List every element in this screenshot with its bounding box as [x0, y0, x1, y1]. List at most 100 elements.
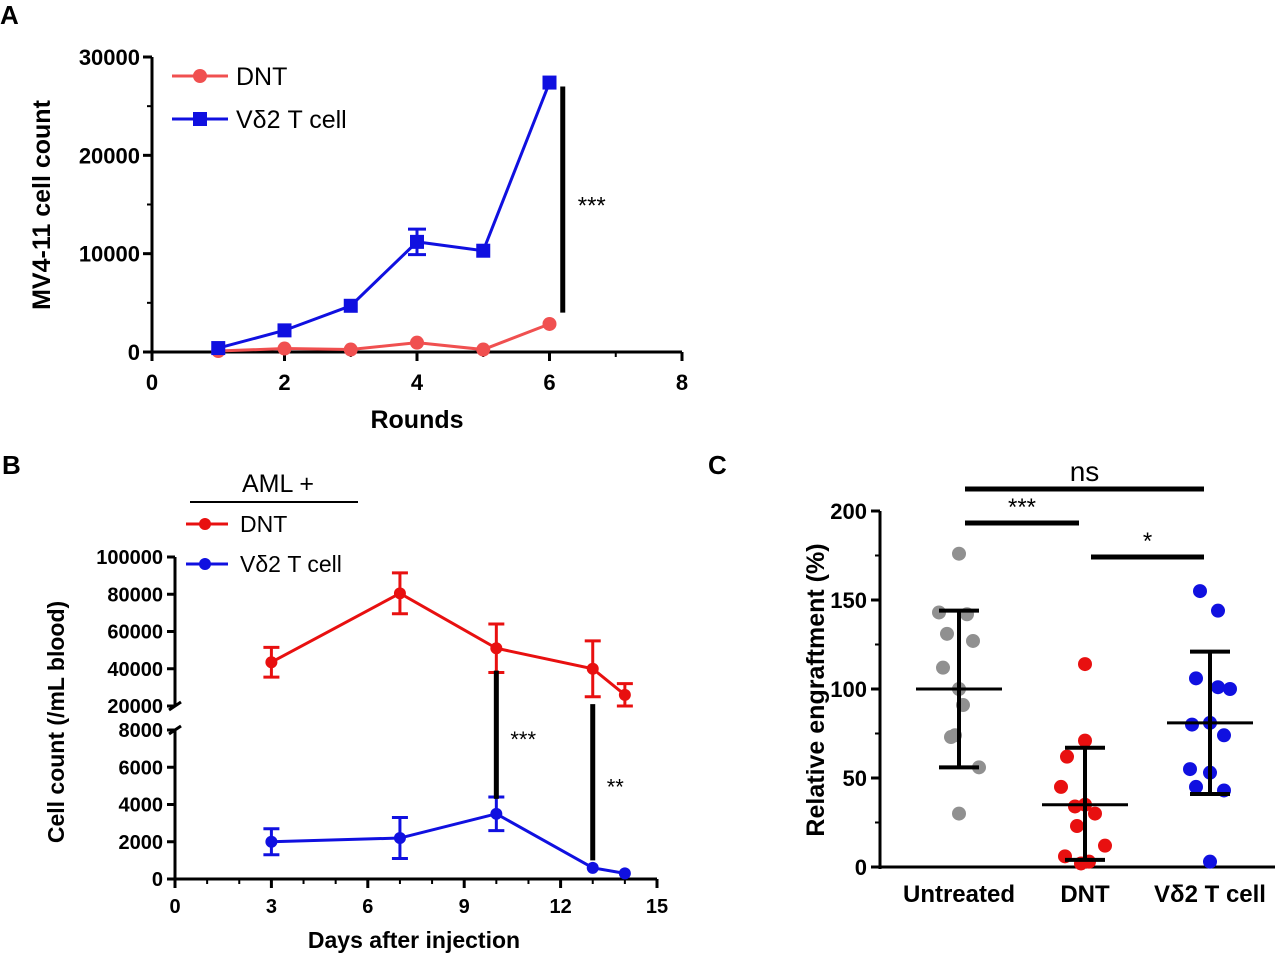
- a-significance-label: ***: [578, 193, 606, 220]
- c-data-point: [1070, 819, 1084, 834]
- c-data-point: [1068, 799, 1082, 814]
- b-data-point: [490, 807, 503, 820]
- panel-b-label: B: [2, 450, 21, 480]
- a-x-tick-label: 0: [146, 370, 158, 395]
- b-data-point: [618, 867, 631, 880]
- c-data-point: [1211, 680, 1225, 695]
- c-data-point: [1211, 603, 1225, 618]
- b-y-tick-label: 4000: [119, 795, 164, 817]
- a-series-line-1: [217, 82, 551, 350]
- a-legend-marker: [193, 69, 207, 83]
- c-y-tick-label: 100: [830, 677, 867, 702]
- c-comparison-label: ***: [1008, 494, 1036, 521]
- c-category-label: Untreated: [903, 881, 1015, 908]
- b-y-tick-label: 40000: [107, 659, 163, 681]
- b-y-tick-label: 2000: [119, 832, 164, 854]
- b-data-point: [490, 642, 503, 655]
- c-data-point: [1217, 728, 1231, 743]
- a-y-axis-label: MV4-11 cell count: [28, 99, 56, 309]
- a-y-tick-label: 30000: [79, 45, 140, 70]
- c-data-point: [1193, 584, 1207, 599]
- b-legend-title: AML +: [242, 470, 314, 498]
- a-data-point: [476, 243, 491, 258]
- c-category-label: DNT: [1060, 881, 1110, 908]
- b-x-tick-label: 15: [646, 896, 668, 918]
- b-y-tick-label: 0: [152, 869, 163, 891]
- c-data-point: [1060, 749, 1074, 764]
- a-x-tick-label: 2: [278, 370, 290, 395]
- c-data-point: [936, 660, 950, 675]
- b-x-tick-label: 0: [169, 896, 180, 918]
- c-data-point: [1078, 733, 1092, 748]
- a-x-tick-label: 8: [676, 370, 688, 395]
- c-comparison-label: *: [1143, 528, 1152, 555]
- panel-c-label: C: [708, 450, 727, 480]
- a-data-point: [542, 75, 557, 90]
- a-x-axis-label: Rounds: [370, 406, 463, 434]
- a-x-tick-label: 6: [543, 370, 555, 395]
- a-data-point: [277, 323, 292, 338]
- b-x-tick-label: 9: [459, 896, 470, 918]
- b-y-tick-label: 20000: [107, 696, 163, 718]
- c-data-point: [952, 806, 966, 821]
- a-y-tick-label: 10000: [79, 242, 140, 267]
- b-y-tick-label: 60000: [107, 622, 163, 644]
- b-x-tick-label: 6: [362, 896, 373, 918]
- b-y-tick-label: 100000: [96, 547, 163, 569]
- a-data-point: [277, 341, 292, 356]
- a-data-point: [410, 335, 424, 350]
- b-data-point: [393, 587, 406, 600]
- b-data-point: [265, 835, 278, 848]
- b-x-tick-label: 12: [549, 896, 571, 918]
- b-data-point: [618, 688, 631, 701]
- a-data-point: [343, 342, 358, 357]
- c-data-point: [1185, 717, 1199, 732]
- a-x-tick-label: 4: [411, 370, 424, 395]
- a-legend-label: Vδ2 T cell: [236, 106, 347, 134]
- b-series-line-0: [270, 591, 626, 696]
- b-data-point: [586, 861, 599, 874]
- b-x-tick-label: 3: [266, 896, 277, 918]
- a-data-point: [410, 234, 424, 249]
- b-x-axis-label: Days after injection: [308, 927, 520, 953]
- c-data-point: [1203, 854, 1217, 869]
- b-data-point: [586, 662, 599, 675]
- a-y-tick-label: 20000: [79, 143, 140, 168]
- c-data-point: [1183, 762, 1197, 777]
- a-data-point: [542, 316, 557, 331]
- b-legend-marker: [199, 558, 211, 570]
- c-data-point: [966, 633, 980, 648]
- b-significance-label: ***: [510, 727, 536, 752]
- c-y-tick-label: 150: [830, 588, 867, 613]
- c-data-point: [1054, 779, 1068, 794]
- chart-a: 0 2 4 6 8 0 10000 20000 30000 Rounds MV4-11 cell c…: [28, 45, 688, 434]
- b-y-tick-label: 80000: [107, 584, 163, 606]
- c-comparison-label: ns: [1070, 456, 1100, 487]
- c-data-point: [944, 730, 958, 745]
- c-data-point: [952, 546, 966, 561]
- b-data-point: [265, 656, 278, 669]
- b-significance-label: **: [607, 774, 625, 799]
- c-data-point: [1189, 671, 1203, 686]
- a-legend-label: DNT: [236, 63, 287, 91]
- b-y-axis-label: Cell count (/mL blood): [43, 601, 69, 843]
- a-series-line-0: [218, 322, 551, 353]
- c-y-tick-label: 50: [843, 766, 867, 791]
- c-data-point: [1223, 682, 1237, 696]
- panel-a-label: A: [0, 0, 19, 30]
- a-data-point: [211, 341, 226, 356]
- b-legend-label: Vδ2 T cell: [240, 551, 342, 577]
- a-y-tick-label: 0: [128, 340, 140, 365]
- a-data-point: [343, 298, 358, 313]
- b-data-point: [393, 832, 406, 845]
- c-data-point: [940, 626, 954, 641]
- c-data-point: [1088, 806, 1102, 821]
- c-y-tick-label: 0: [855, 855, 867, 880]
- c-y-axis-label: Relative engraftment (%): [802, 543, 830, 836]
- c-data-point: [1189, 779, 1203, 794]
- c-category-label: Vδ2 T cell: [1154, 881, 1266, 908]
- b-legend-marker: [199, 518, 211, 530]
